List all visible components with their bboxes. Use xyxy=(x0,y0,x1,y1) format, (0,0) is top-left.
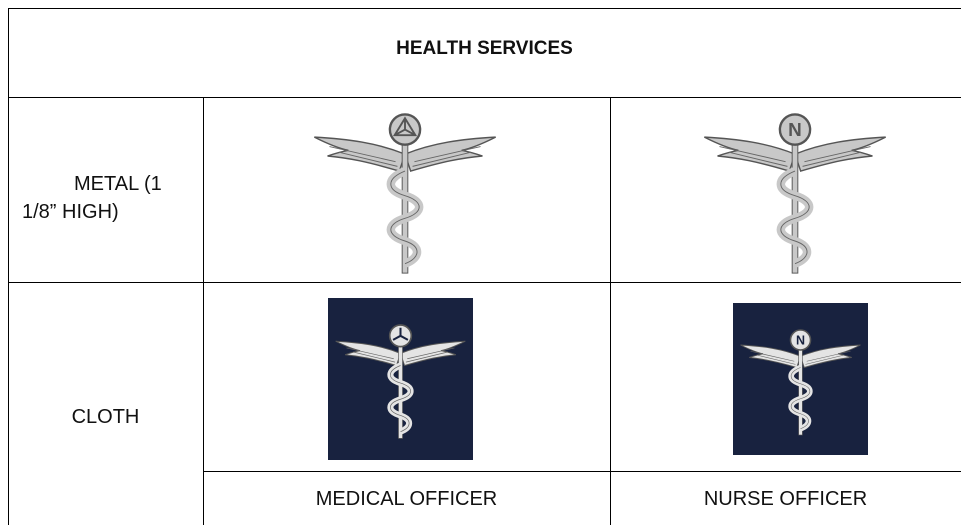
table-title: HEALTH SERVICES xyxy=(396,38,573,59)
metal-medical-emblem xyxy=(310,105,500,275)
emblem-letter: N xyxy=(796,333,805,347)
cloth-medical-emblem xyxy=(328,298,473,460)
cloth-nurse-emblem: N xyxy=(733,303,868,455)
border-left xyxy=(8,8,9,525)
emblem-letter: N xyxy=(788,120,802,141)
column-label: NURSE OFFICER xyxy=(703,488,868,510)
col-line xyxy=(610,97,611,525)
row-line xyxy=(8,282,961,283)
border-top xyxy=(8,8,961,9)
row-line xyxy=(203,471,961,472)
col-line xyxy=(203,97,204,525)
metal-nurse-emblem: N xyxy=(700,105,890,275)
row-label: CLOTH xyxy=(71,406,140,428)
row-label: METAL (1 1/8” HIGH) xyxy=(22,173,162,223)
column-label: MEDICAL OFFICER xyxy=(315,488,498,510)
row-line xyxy=(8,97,961,98)
